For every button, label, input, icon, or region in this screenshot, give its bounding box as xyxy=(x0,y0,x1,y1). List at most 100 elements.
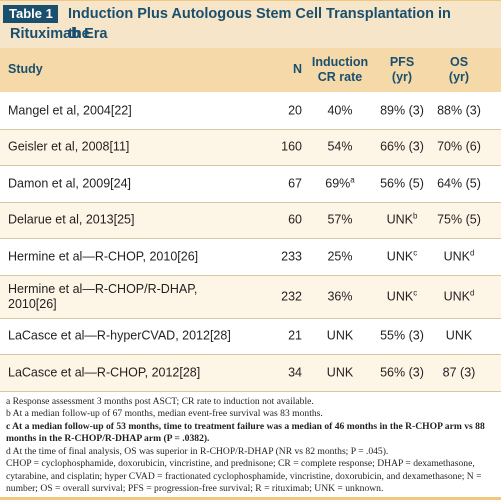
footnote-c: c At a median follow-up of 53 months, ti… xyxy=(6,420,485,445)
table-row: Delarue et al, 2013[25] 60 57% UNKb 75% … xyxy=(0,202,501,239)
cell-pfs-value: 66% (3) xyxy=(380,139,424,154)
cell-cr-value: 40% xyxy=(327,103,353,118)
cell-n: 21 xyxy=(288,328,302,343)
cell-study-line1: Hermine et al—R-CHOP/R-DHAP, xyxy=(8,281,198,296)
cell-cr-value: UNK xyxy=(326,328,354,343)
cell-study: Mangel et al, 2004[22] xyxy=(8,103,132,118)
cell-cr: UNK xyxy=(305,329,375,344)
cell-n: 160 xyxy=(281,139,302,154)
cell-os-value: 64% (5) xyxy=(437,176,481,191)
footnote-marker: d xyxy=(469,287,475,297)
header-pfs-line1: PFS xyxy=(389,55,415,69)
footnote-marker: c xyxy=(413,287,418,297)
table-row: Mangel et al, 2004[22] 20 40% 89% (3) 88… xyxy=(0,93,501,130)
cell-study: LaCasce et al—R-hyperCVAD, 2012[28] xyxy=(8,328,231,343)
cell-pfs: UNKb xyxy=(372,211,432,228)
cell-cr: UNK xyxy=(305,365,375,380)
table-row: Geisler et al, 2008[11] 160 54% 66% (3) … xyxy=(0,129,501,166)
table-title: Induction Plus Autologous Stem Cell Tran… xyxy=(10,4,471,44)
cell-n: 60 xyxy=(288,212,302,227)
footnote-d: d At the time of final analysis, OS was … xyxy=(6,445,389,457)
cell-pfs-value: UNK xyxy=(386,212,413,227)
cell-cr: 25% xyxy=(305,249,375,264)
table-title-line2: Rituximab Era xyxy=(10,26,108,42)
header-os-line2: (yr) xyxy=(448,70,470,84)
cell-cr: 36% xyxy=(305,289,375,304)
cell-cr-value: 36% xyxy=(327,289,353,303)
header-cr-line2: CR rate xyxy=(317,70,363,84)
cell-pfs-value: UNK xyxy=(386,289,414,303)
footnote-marker: b xyxy=(412,211,418,221)
cell-os: UNK xyxy=(428,329,490,344)
cell-os-value: UNK xyxy=(443,289,470,303)
cell-n: 67 xyxy=(288,176,302,191)
table-title-bar: Table 1 Induction Plus Autologous Stem C… xyxy=(0,0,501,48)
bottom-rule xyxy=(0,497,501,500)
cell-pfs-value: UNK xyxy=(386,249,414,264)
footnote-marker: d xyxy=(469,248,475,258)
cell-n: 34 xyxy=(288,365,302,380)
header-pfs: PFS (yr) xyxy=(372,55,432,85)
table-row: Damon et al, 2009[24] 67 69%a 56% (5) 64… xyxy=(0,166,501,203)
cell-pfs: UNKc xyxy=(372,249,432,264)
cell-os-value: 70% (6) xyxy=(437,139,481,154)
cell-study: LaCasce et al—R-CHOP, 2012[28] xyxy=(8,365,201,380)
cell-os: 64% (5) xyxy=(428,176,490,191)
table-header-row: Study N Induction CR rate PFS (yr) OS (y… xyxy=(0,48,501,93)
cell-os: 87 (3) xyxy=(428,365,490,380)
cell-pfs-value: 89% (3) xyxy=(380,103,424,118)
cell-pfs: 55% (3) xyxy=(372,329,432,344)
cell-cr: 54% xyxy=(305,140,375,155)
cell-pfs: 56% (5) xyxy=(372,176,432,191)
cell-pfs: 66% (3) xyxy=(372,140,432,155)
cell-cr: 69%a xyxy=(305,176,375,191)
cell-cr: 57% xyxy=(305,213,375,228)
cell-os: UNKd xyxy=(428,249,490,264)
table-row: LaCasce et al—R-CHOP, 2012[28] 34 UNK 56… xyxy=(0,355,501,392)
cell-cr-value: 57% xyxy=(327,212,353,227)
cell-pfs: UNKc xyxy=(372,287,432,304)
table-title-line1: Induction Plus Autologous Stem Cell Tran… xyxy=(68,6,451,42)
footnote-marker: a xyxy=(350,175,355,185)
cell-cr-value: 69% xyxy=(325,176,351,191)
cell-pfs: 89% (3) xyxy=(372,103,432,118)
cell-pfs-value: 56% (5) xyxy=(380,176,424,191)
header-pfs-line2: (yr) xyxy=(391,70,413,84)
cell-pfs-value: 55% (3) xyxy=(380,328,424,343)
cell-cr: 40% xyxy=(305,103,375,118)
footnote-a: a Response assessment 3 months post ASCT… xyxy=(6,395,314,407)
footnote-b: b At a median follow-up of 67 months, me… xyxy=(6,408,323,419)
table-row: LaCasce et al—R-hyperCVAD, 2012[28] 21 U… xyxy=(0,319,501,355)
cell-study: Damon et al, 2009[24] xyxy=(8,176,131,191)
table-footnotes: a Response assessment 3 months post ASCT… xyxy=(0,392,501,496)
header-cr-line1: Induction xyxy=(311,55,369,69)
cell-cr-value: UNK xyxy=(326,365,354,380)
cell-study: Geisler et al, 2008[11] xyxy=(8,139,130,154)
header-n: N xyxy=(292,62,302,76)
cell-os-value: 87 (3) xyxy=(442,365,476,380)
cell-os-value: 75% (5) xyxy=(437,212,481,227)
cell-study: Hermine et al—R-CHOP/R-DHAP, 2010[26] xyxy=(8,282,258,312)
footnote-abbreviations: CHOP = cyclophosphamide, doxorubicin, vi… xyxy=(6,458,482,494)
header-cr: Induction CR rate xyxy=(305,55,375,85)
cell-os: UNKd xyxy=(428,287,490,304)
table-row: Hermine et al—R-CHOP/R-DHAP, 2010[26] 23… xyxy=(0,275,501,319)
header-os-line1: OS xyxy=(449,55,469,69)
cell-os: 70% (6) xyxy=(428,140,490,155)
cell-study: Hermine et al—R-CHOP, 2010[26] xyxy=(8,249,199,264)
cell-os: 75% (5) xyxy=(428,213,490,228)
header-os: OS (yr) xyxy=(428,55,490,85)
cell-n: 20 xyxy=(288,103,302,118)
cell-cr-value: 25% xyxy=(327,249,353,264)
cell-pfs-value: 56% (3) xyxy=(380,365,424,380)
cell-os-value: UNK xyxy=(443,249,470,264)
cell-os: 88% (3) xyxy=(428,103,490,118)
footnote-marker: c xyxy=(413,248,418,258)
cell-n: 233 xyxy=(281,249,302,264)
cell-cr-value: 54% xyxy=(327,139,353,154)
table-row: Hermine et al—R-CHOP, 2010[26] 233 25% U… xyxy=(0,239,501,276)
cell-n: 232 xyxy=(281,289,302,303)
cell-pfs: 56% (3) xyxy=(372,365,432,380)
cell-os-value: 88% (3) xyxy=(437,103,481,118)
cell-os-value: UNK xyxy=(445,328,473,343)
